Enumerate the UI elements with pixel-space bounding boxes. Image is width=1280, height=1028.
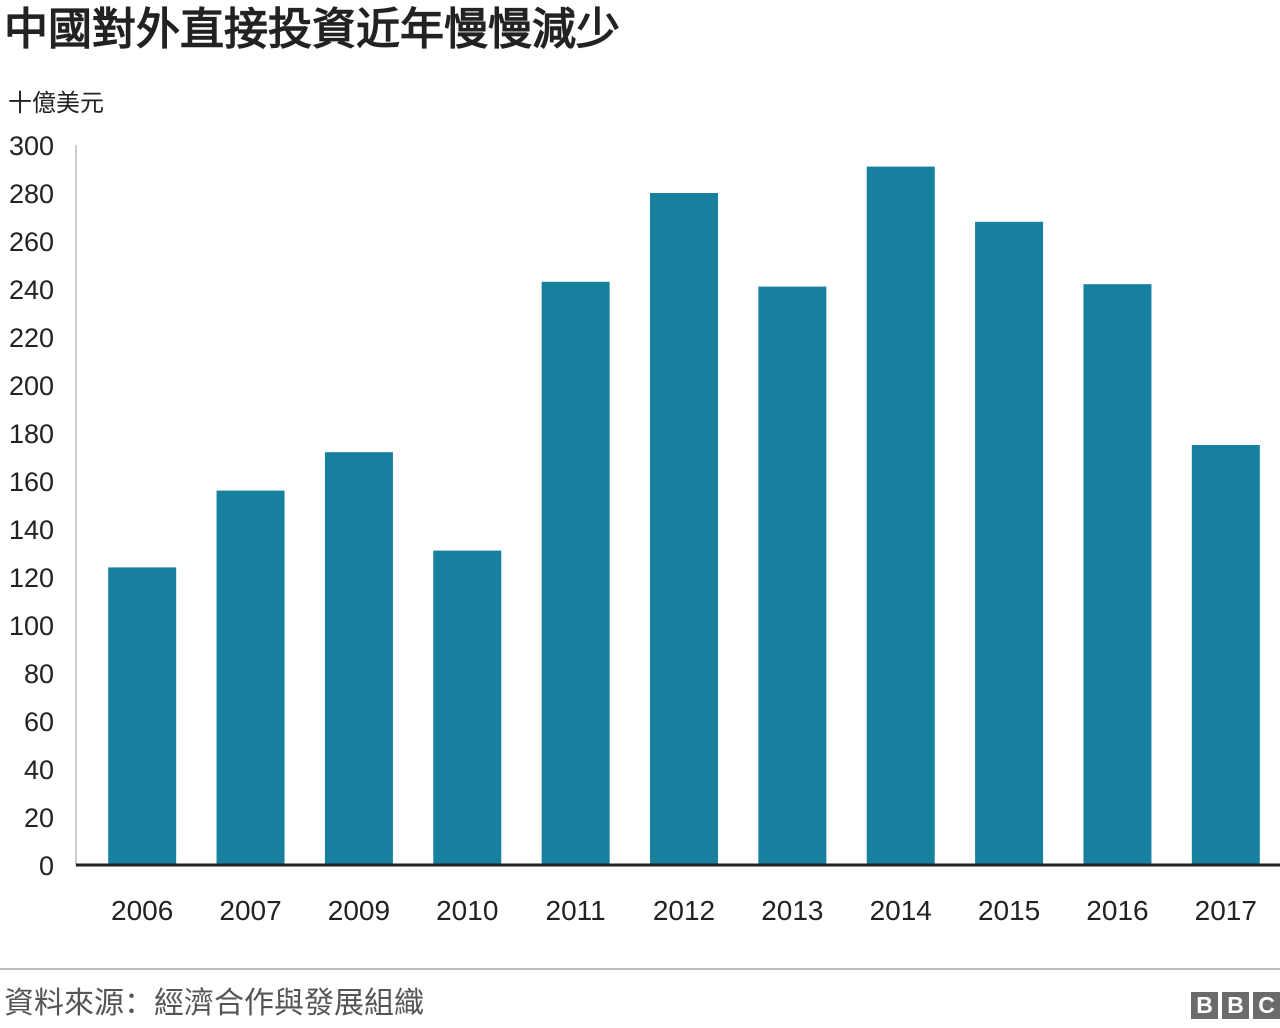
y-axis: 0 20 40 60 80 100 120 140 160 180 200 220 240 260 280 3…: [9, 131, 77, 881]
x-tick-label: 2006: [111, 895, 173, 926]
bar: [866, 166, 935, 866]
y-tick-label: 80: [24, 659, 54, 689]
y-tick-label: 260: [9, 227, 54, 257]
y-tick-label: 160: [9, 467, 54, 497]
bbc-logo-letter: B: [1222, 992, 1249, 1019]
y-tick-label: 60: [24, 707, 54, 737]
y-tick-label: 0: [39, 851, 54, 881]
x-tick-label: 2014: [870, 895, 932, 926]
x-tick-label: 2012: [653, 895, 715, 926]
y-tick-label: 100: [9, 611, 54, 641]
y-tick-label: 140: [9, 515, 54, 545]
bbc-logo-letter: B: [1191, 992, 1218, 1019]
x-tick-label: 2013: [761, 895, 823, 926]
x-tick-label: 2011: [546, 895, 606, 926]
chart-title: 中國對外直接投資近年慢慢減少: [4, 4, 620, 55]
bar: [541, 281, 610, 865]
bbc-logo-letter: C: [1253, 992, 1280, 1019]
bar: [758, 286, 827, 866]
bar: [108, 567, 177, 865]
y-tick-label: 200: [9, 371, 54, 401]
y-tick-label: 120: [9, 563, 54, 593]
bar: [975, 221, 1044, 866]
y-tick-label: 40: [24, 755, 54, 785]
y-tick-label: 220: [9, 323, 54, 353]
x-tick-label: 2007: [219, 895, 281, 926]
bar: [1191, 445, 1260, 865]
y-tick-label: 180: [9, 419, 54, 449]
x-tick-label: 2015: [978, 895, 1040, 926]
source-note: 資料來源：經濟合作與發展組織: [4, 986, 424, 1021]
bar: [433, 550, 502, 865]
x-tick-label: 2009: [328, 895, 390, 926]
x-tick-label: 2016: [1086, 895, 1148, 926]
y-axis-label: 十億美元: [8, 89, 104, 117]
y-tick-label: 240: [9, 275, 54, 305]
bar-chart: 十億美元 0 20 40 60 80 100 120 140 160 180 200 220 240 26…: [8, 89, 1280, 926]
y-tick-label: 20: [24, 803, 54, 833]
bbc-logo: B B C: [1191, 992, 1280, 1019]
footer-divider: [0, 968, 1280, 970]
x-tick-label: 2017: [1195, 895, 1257, 926]
y-tick-label: 300: [9, 131, 54, 161]
bar: [650, 193, 718, 865]
bars: [108, 166, 1260, 866]
bar: [324, 452, 393, 865]
y-tick-label: 280: [9, 179, 54, 209]
bar: [216, 490, 285, 865]
x-axis: 2006 2007 2009 2010 2011 2012 2013 2014 2015 2016…: [76, 863, 1280, 926]
bar: [1083, 284, 1152, 865]
x-tick-label: 2010: [436, 895, 498, 926]
